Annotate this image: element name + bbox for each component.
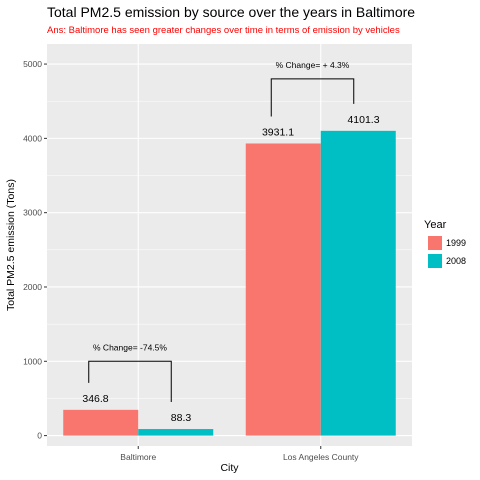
- bar-value-label: 3931.1: [262, 126, 294, 138]
- x-tick-label: Baltimore: [120, 452, 156, 462]
- y-tick-label: 5000: [23, 59, 42, 69]
- annotation-bracket: [270, 78, 355, 117]
- bar-1999-0: [63, 409, 139, 436]
- x-axis-title: City: [220, 462, 239, 474]
- y-axis-title: Total PM2.5 emission (Tons): [5, 179, 17, 311]
- bar-value-label: 346.8: [82, 393, 108, 405]
- bar-value-label: 4101.3: [347, 114, 379, 126]
- y-tick-label: 3000: [23, 208, 42, 218]
- chart-title: Total PM2.5 emission by source over the …: [47, 4, 416, 20]
- legend-label-1999: 1999: [446, 238, 467, 248]
- bar-1999-1: [245, 143, 321, 436]
- bar-2008-0: [138, 429, 214, 436]
- bar-value-label: 88.3: [171, 412, 192, 424]
- y-tick-label: 1000: [23, 356, 42, 366]
- annotation-label: % Change= + 4.3%: [276, 60, 350, 70]
- bar-2008-1: [320, 130, 396, 436]
- y-tick-label: 2000: [23, 282, 42, 292]
- legend: Year 1999 2008: [424, 219, 466, 270]
- x-tick-label: Los Angeles County: [283, 452, 359, 462]
- legend-swatch-1999: [428, 236, 442, 250]
- legend-item-1999: 1999: [424, 234, 466, 252]
- legend-swatch-2008: [428, 254, 442, 268]
- annotation-bracket: [88, 360, 172, 403]
- legend-title: Year: [424, 219, 447, 231]
- legend-label-2008: 2008: [446, 256, 467, 266]
- annotation-label: % Change= -74.5%: [93, 342, 167, 352]
- y-tick-label: 0: [37, 431, 42, 441]
- chart-subtitle: Ans: Baltimore has seen greater changes …: [47, 25, 400, 36]
- legend-item-2008: 2008: [424, 252, 466, 270]
- y-tick-label: 4000: [23, 133, 42, 143]
